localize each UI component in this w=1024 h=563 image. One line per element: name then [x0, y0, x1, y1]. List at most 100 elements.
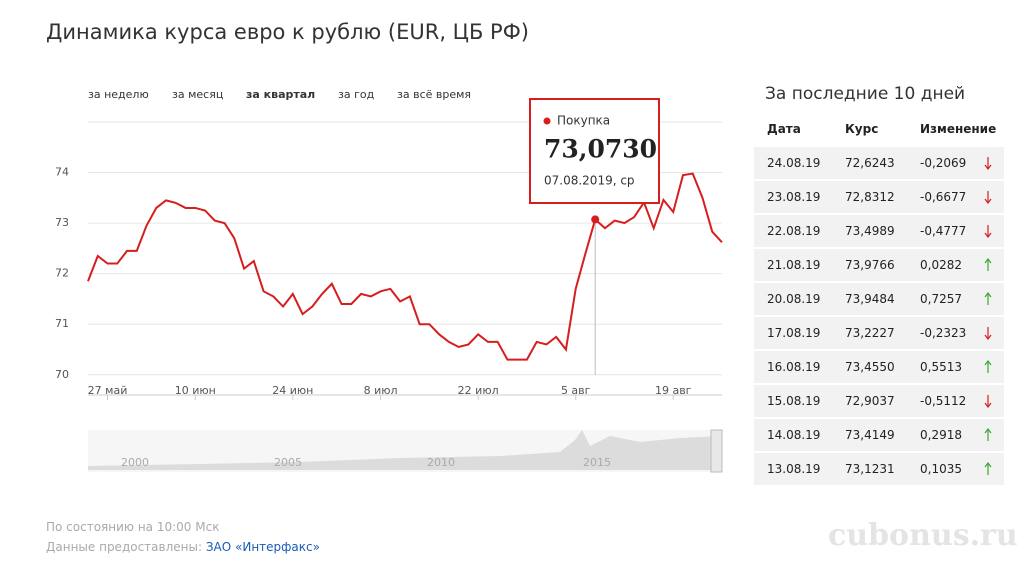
table-row: 21.08.19 73,9766 0,0282 — [754, 249, 1004, 281]
tooltip-point — [591, 215, 600, 224]
tooltip: Покупка 73,0730 07.08.2019, ср — [529, 98, 660, 204]
arrow-head — [984, 258, 992, 264]
arrow-head — [984, 334, 992, 340]
cell: 73,9766 — [845, 258, 895, 272]
table-row: 16.08.19 73,4550 0,5513 — [754, 351, 1004, 383]
tab[interactable]: за всё время — [397, 88, 472, 101]
x-tick-label: 22 июл — [458, 384, 499, 397]
tooltip-date: 07.08.2019, ср — [544, 174, 635, 188]
cell: 72,8312 — [845, 190, 895, 204]
y-tick-label: 72 — [55, 267, 69, 280]
arrow-down — [984, 327, 992, 340]
cell: 17.08.19 — [767, 326, 821, 340]
source-link[interactable]: ЗАО «Интерфакс» — [205, 540, 320, 554]
arrow-up — [984, 360, 992, 373]
table-row: 14.08.19 73,4149 0,2918 — [754, 419, 1004, 451]
x-tick-label: 27 май — [88, 384, 128, 397]
cell: 0,2918 — [920, 428, 962, 442]
table-row: 22.08.19 73,4989 -0,4777 — [754, 215, 1004, 247]
cell: 24.08.19 — [767, 156, 821, 170]
arrow-up — [984, 258, 992, 271]
cell: 73,4550 — [845, 360, 895, 374]
cell: 73,1231 — [845, 462, 895, 476]
y-tick-label: 74 — [55, 166, 69, 179]
cell: -0,6677 — [920, 190, 967, 204]
x-tick-label: 8 июл — [364, 384, 398, 397]
cell: 22.08.19 — [767, 224, 821, 238]
source-label: Данные предоставлены: — [46, 540, 203, 554]
cell: 14.08.19 — [767, 428, 821, 442]
arrow-down — [984, 191, 992, 204]
y-tick-label: 70 — [55, 368, 69, 381]
x-tick-label: 19 авг — [655, 384, 692, 397]
cell: 0,5513 — [920, 360, 962, 374]
cell: 0,0282 — [920, 258, 962, 272]
tooltip-value: 73,0730 — [544, 135, 657, 164]
column-header: Изменение — [920, 122, 997, 136]
navigator-area — [88, 430, 722, 470]
cell: 16.08.19 — [767, 360, 821, 374]
navigator-label: 2005 — [274, 456, 302, 469]
arrow-up — [984, 292, 992, 305]
tab[interactable]: за месяц — [172, 88, 224, 101]
cell: 73,4149 — [845, 428, 895, 442]
cell: 0,7257 — [920, 292, 962, 306]
arrow-head — [984, 428, 992, 434]
line — [87, 172, 723, 361]
cell: -0,5112 — [920, 394, 967, 408]
cell: 0,1035 — [920, 462, 962, 476]
arrow-down — [984, 395, 992, 408]
arrow-head — [984, 462, 992, 468]
cell: 73,2227 — [845, 326, 895, 340]
table-header: Дата Курс Изменение — [754, 113, 1004, 145]
tooltip-dot — [543, 117, 551, 125]
y-tick-label: 73 — [55, 216, 69, 229]
cell: 23.08.19 — [767, 190, 821, 204]
arrow-head — [984, 232, 992, 238]
arrow-down — [984, 225, 992, 238]
cell: 21.08.19 — [767, 258, 821, 272]
x-tick-label: 24 июн — [272, 384, 313, 397]
arrow-head — [984, 292, 992, 298]
cell: 73,9484 — [845, 292, 895, 306]
table-row: 15.08.19 72,9037 -0,5112 — [754, 385, 1004, 417]
source: Данные предоставлены: ЗАО «Интерфакс» — [46, 540, 320, 554]
watermark: cubonus.ru — [828, 518, 1018, 553]
status: По состоянию на 10:00 Мск — [46, 520, 220, 534]
chart: Динамика курса евро к рублю (EUR, ЦБ РФ)… — [46, 20, 723, 473]
cell: 13.08.19 — [767, 462, 821, 476]
arrow-head — [984, 164, 992, 170]
cell: 72,6243 — [845, 156, 895, 170]
tooltip-box — [529, 98, 660, 204]
arrow-head — [984, 402, 992, 408]
cell: 72,9037 — [845, 394, 895, 408]
cell: -0,2069 — [920, 156, 967, 170]
tab[interactable]: за квартал — [246, 88, 316, 101]
cell: -0,2323 — [920, 326, 967, 340]
table-title: За последние 10 дней — [765, 84, 966, 104]
tab[interactable]: за неделю — [88, 88, 149, 101]
cell: 73,4989 — [845, 224, 895, 238]
arrow-down — [984, 157, 992, 170]
table: Дата Курс Изменение 24.08.19 72,6243 -0,2069 2… — [754, 80, 1004, 487]
chart-title: Динамика курса евро к рублю (EUR, ЦБ РФ) — [46, 20, 529, 44]
navigator-label: 2015 — [583, 456, 611, 469]
table-row: 23.08.19 72,8312 -0,6677 — [754, 181, 1004, 213]
table-row: 24.08.19 72,6243 -0,2069 — [754, 147, 1004, 179]
y-tick-label: 71 — [55, 317, 69, 330]
x-tick-label: 10 июн — [175, 384, 216, 397]
arrow-up — [984, 428, 992, 441]
arrow-up — [984, 462, 992, 475]
cell: -0,4777 — [920, 224, 967, 238]
tab[interactable]: за год — [338, 88, 375, 101]
cell: 20.08.19 — [767, 292, 821, 306]
cell: 15.08.19 — [767, 394, 821, 408]
table-row: 17.08.19 73,2227 -0,2323 — [754, 317, 1004, 349]
navigator-label: 2000 — [121, 456, 149, 469]
navigator-label: 2010 — [427, 456, 455, 469]
arrow-head — [984, 360, 992, 366]
table-row: 13.08.19 73,1231 0,1035 — [754, 453, 1004, 485]
navigator-handle[interactable] — [710, 429, 723, 473]
arrow-head — [984, 198, 992, 204]
